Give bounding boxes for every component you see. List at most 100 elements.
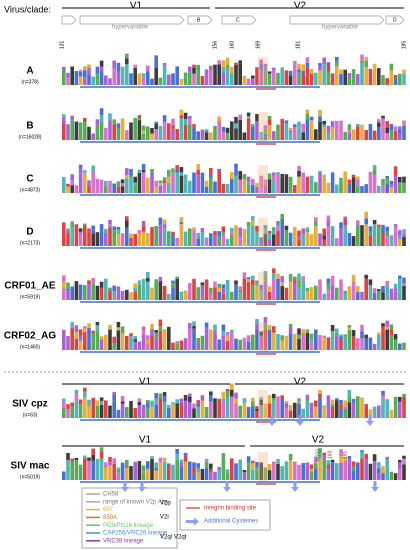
logo-letter [66, 233, 70, 246]
logo-letter [389, 70, 394, 85]
logo-letter [314, 129, 318, 140]
logo-letter [95, 178, 100, 193]
logo-letter [339, 334, 343, 337]
logo-letter [272, 393, 276, 399]
logo-letter [83, 225, 87, 246]
logo-letter [70, 286, 74, 300]
logo-letter [234, 62, 238, 65]
logo-letter [309, 116, 314, 121]
logo-letter [377, 68, 381, 85]
logo-letter [183, 461, 188, 480]
logo-letter [276, 463, 280, 480]
logo-letter [326, 132, 331, 140]
logo-letter [368, 235, 373, 246]
logo-letter [356, 179, 360, 186]
logo-letter [108, 224, 112, 228]
logo-letter [188, 124, 192, 140]
logo-letter [267, 119, 272, 126]
logo-letter [171, 402, 175, 405]
logo-letter [146, 466, 150, 469]
logo-letter [99, 451, 104, 459]
logo-letter [259, 69, 263, 85]
logo-letter [326, 71, 331, 85]
logo-letter [347, 130, 352, 134]
logo-letter [368, 285, 373, 300]
logo-letter [66, 452, 70, 460]
logo-letter [78, 72, 83, 77]
logo-letter [385, 464, 389, 480]
logo-letter [209, 472, 213, 480]
logo-letter [322, 120, 326, 125]
logo-letter [209, 401, 213, 418]
logo-letter [326, 283, 331, 290]
logo-letter [217, 283, 221, 288]
logo-letter [255, 280, 259, 284]
logo-letter [301, 129, 305, 133]
logo-letter [133, 176, 137, 183]
logo-letter [402, 285, 406, 300]
logo-letter [70, 322, 74, 329]
logo-letter [238, 120, 242, 140]
logo-letter [192, 172, 196, 193]
logo-letter [389, 324, 394, 330]
logo-letter [385, 320, 389, 327]
logo-letter [305, 394, 310, 399]
logo-letter [343, 406, 347, 409]
logo-letter [104, 75, 108, 85]
logo-letter [221, 453, 226, 459]
logo-letter [297, 236, 301, 240]
logo-letter [335, 398, 339, 401]
logo-letter [133, 339, 137, 342]
logo-letter [263, 316, 268, 324]
logo-letter [141, 329, 146, 335]
logo-letter [326, 395, 331, 402]
logo-letter [234, 338, 238, 350]
logo-letter [318, 279, 322, 300]
logo-letter [293, 60, 297, 65]
logo-letter [343, 219, 347, 225]
logo-letter [305, 62, 310, 68]
logo-letter [288, 273, 293, 279]
logo-letter [217, 398, 221, 418]
logo-letter [209, 391, 213, 396]
logo-letter [356, 126, 360, 140]
integrin-site [258, 165, 268, 195]
position-label: 181 [295, 41, 301, 50]
logo-letter [364, 56, 368, 61]
logo-letter [234, 284, 238, 300]
logo-letter [393, 166, 398, 171]
logo-letter [251, 178, 255, 185]
logo-letter [238, 230, 242, 238]
logo-letter [125, 53, 129, 59]
logo-letter [221, 293, 226, 300]
logo-letter [288, 404, 293, 411]
logo-letter [120, 401, 125, 404]
logo-letter [267, 233, 272, 240]
logo-letter [276, 124, 280, 140]
logo-letter [154, 332, 158, 338]
logo-letter [154, 55, 158, 62]
logo-letter [322, 452, 326, 456]
logo-letter [150, 323, 154, 329]
logo-letter [318, 337, 322, 341]
logo-letter [272, 70, 276, 85]
logo-letter [200, 228, 205, 233]
logo-letter [230, 234, 234, 246]
logo-letter [192, 462, 196, 468]
logo-letter [217, 469, 221, 480]
logo-letter [301, 234, 305, 246]
logo-letter [225, 64, 230, 69]
logo-letter [129, 238, 133, 246]
logo-letter [125, 64, 129, 85]
logo-letter [238, 293, 242, 300]
logo-letter [221, 398, 226, 401]
logo-letter [91, 397, 95, 418]
logo-letter [393, 74, 398, 78]
logo-letter [360, 450, 364, 453]
logo-letter [99, 71, 104, 85]
logo-letter [83, 328, 87, 333]
logo-letter [305, 176, 310, 193]
v1-label: V1 [130, 1, 143, 12]
logo-letter [335, 335, 339, 350]
logo-letter [162, 62, 167, 66]
